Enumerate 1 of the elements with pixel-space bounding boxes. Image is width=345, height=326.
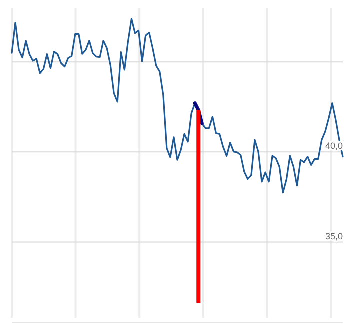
y-tick-label: 35,0 [325, 231, 343, 242]
